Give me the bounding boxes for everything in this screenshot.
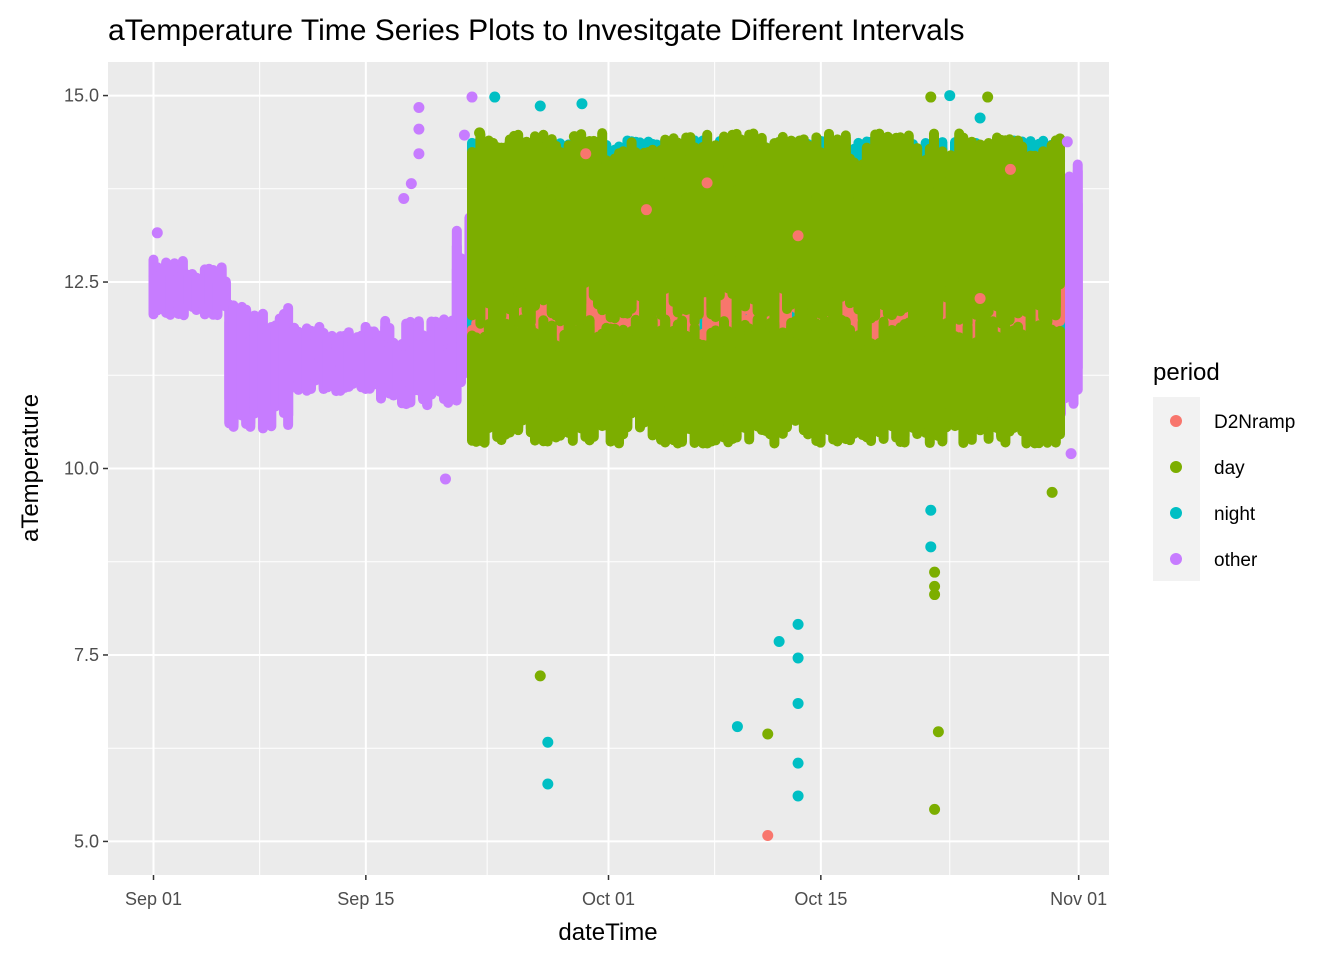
dense-point-bands xyxy=(148,128,1083,449)
data-point xyxy=(925,504,937,516)
data-point xyxy=(929,803,941,815)
band-mark xyxy=(1055,325,1065,415)
data-point xyxy=(542,778,554,790)
data-point xyxy=(1061,136,1073,148)
data-point xyxy=(413,148,425,160)
data-point xyxy=(640,204,652,216)
data-point xyxy=(932,726,944,738)
data-point xyxy=(534,670,546,682)
y-axis: 5.0 7.5 10.0 12.5 15.0 xyxy=(64,86,108,851)
data-point xyxy=(458,129,470,141)
data-point xyxy=(773,636,785,648)
x-tick-label: Sep 15 xyxy=(337,889,394,909)
data-point xyxy=(1004,163,1016,175)
data-point xyxy=(534,100,546,112)
legend-label-night: night xyxy=(1214,504,1256,525)
legend-key-other xyxy=(1170,553,1182,565)
data-point xyxy=(580,148,592,160)
y-tick-label: 12.5 xyxy=(64,272,99,292)
chart-title: aTemperature Time Series Plots to Invesi… xyxy=(108,14,965,47)
data-point xyxy=(929,580,941,592)
data-point xyxy=(792,697,804,709)
band-mark xyxy=(1072,159,1083,395)
data-point xyxy=(792,757,804,769)
data-point xyxy=(701,177,713,189)
x-axis-title: dateTime xyxy=(558,919,657,946)
x-tick-label: Nov 01 xyxy=(1050,889,1107,909)
data-point xyxy=(982,91,994,103)
data-point xyxy=(944,90,956,102)
series-points-other xyxy=(151,91,1077,485)
series-points-d2nramp xyxy=(580,148,1016,841)
y-axis-title: aTemperature xyxy=(17,394,44,542)
data-point xyxy=(792,790,804,802)
legend-label-d2nramp: D2Nramp xyxy=(1214,412,1295,433)
legend: period D2Nramp day night other xyxy=(1153,359,1295,581)
data-point xyxy=(925,541,937,553)
legend-label-other: other xyxy=(1214,550,1258,571)
series-band-day xyxy=(467,128,1065,449)
data-point xyxy=(151,227,163,239)
data-point xyxy=(929,566,941,578)
legend-key-night xyxy=(1170,507,1182,519)
data-point xyxy=(762,829,774,841)
data-point xyxy=(576,98,588,110)
data-point xyxy=(925,91,937,103)
data-point xyxy=(398,192,410,204)
x-tick-label: Oct 01 xyxy=(582,889,635,909)
y-tick-label: 15.0 xyxy=(64,86,99,106)
legend-title: period xyxy=(1153,359,1220,386)
x-tick-label: Oct 15 xyxy=(794,889,847,909)
data-point xyxy=(413,101,425,113)
y-tick-label: 5.0 xyxy=(74,831,99,851)
series-points-night xyxy=(489,90,986,802)
data-point xyxy=(762,728,774,740)
data-point xyxy=(439,473,451,485)
data-point xyxy=(405,178,417,190)
data-point xyxy=(542,736,554,748)
y-tick-label: 10.0 xyxy=(64,459,99,479)
data-point xyxy=(466,91,478,103)
data-point xyxy=(474,127,486,139)
data-point xyxy=(1046,486,1058,498)
data-point xyxy=(929,589,941,601)
band-mark xyxy=(1055,133,1065,290)
x-axis: Sep 01 Sep 15 Oct 01 Oct 15 Nov 01 xyxy=(125,875,1107,909)
data-point xyxy=(792,652,804,664)
data-points xyxy=(151,90,1077,841)
data-point xyxy=(1065,448,1077,460)
data-point xyxy=(792,618,804,630)
data-point xyxy=(974,292,986,304)
legend-key-day xyxy=(1170,461,1182,473)
legend-key-d2nramp xyxy=(1170,415,1182,427)
data-point xyxy=(489,91,501,103)
data-point xyxy=(568,131,580,143)
data-point xyxy=(413,123,425,135)
series-points-day xyxy=(474,91,1058,815)
legend-key-background xyxy=(1153,397,1200,581)
data-point xyxy=(731,721,743,733)
legend-label-day: day xyxy=(1214,458,1245,479)
y-tick-label: 7.5 xyxy=(74,645,99,665)
data-point xyxy=(974,112,986,124)
x-tick-label: Sep 01 xyxy=(125,889,182,909)
data-point xyxy=(792,230,804,242)
